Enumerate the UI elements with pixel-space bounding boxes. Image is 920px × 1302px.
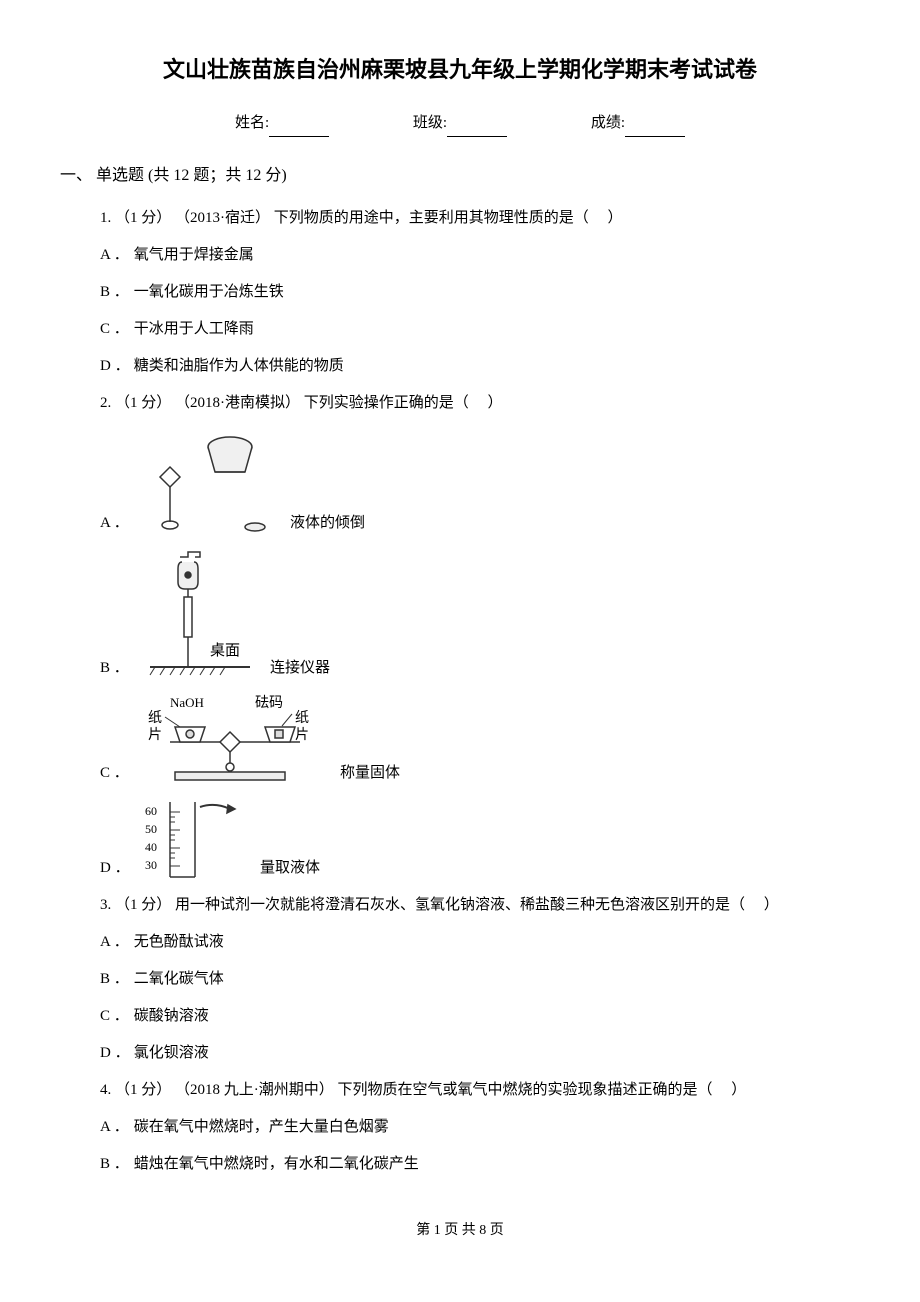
svg-text:纸: 纸 <box>295 710 309 726</box>
score-label: 成绩: <box>591 115 625 131</box>
question-1: 1. （1 分） （2013·宿迁） 下列物质的用途中，主要利用其物理性质的是（… <box>100 205 860 232</box>
q3-option-a-text: 无色酚酞试液 <box>134 934 224 950</box>
q4-option-b-text: 蜡烛在氧气中燃烧时，有水和二氧化碳产生 <box>134 1156 419 1172</box>
question-2: 2. （1 分） （2018·港南模拟） 下列实验操作正确的是（ ） <box>100 390 860 417</box>
q3-stem: 用一种试剂一次就能将澄清石灰水、氢氧化钠溶液、稀盐酸三种无色溶液区别开的是（ ） <box>175 897 779 913</box>
q3-num: 3. <box>100 897 111 913</box>
q4-option-b: B ． 蜡烛在氧气中燃烧时，有水和二氧化碳产生 <box>100 1151 860 1178</box>
q2-option-a-caption: 液体的倾倒 <box>290 510 365 537</box>
class-field: 班级: <box>413 110 507 137</box>
student-info-row: 姓名: 班级: 成绩: <box>60 110 860 137</box>
q2-diagram-d: 60 50 40 30 <box>140 797 250 882</box>
q3-option-d: D ． 氯化钡溶液 <box>100 1040 860 1067</box>
q1-stem: 下列物质的用途中，主要利用其物理性质的是（ ） <box>274 210 623 226</box>
q3-option-d-text: 氯化钡溶液 <box>134 1045 209 1061</box>
section-header: 一、 单选题 (共 12 题；共 12 分) <box>60 162 860 191</box>
page-footer: 第 1 页 共 8 页 <box>60 1218 860 1243</box>
svg-text:40: 40 <box>145 840 157 854</box>
question-3: 3. （1 分） 用一种试剂一次就能将澄清石灰水、氢氧化钠溶液、稀盐酸三种无色溶… <box>100 892 860 919</box>
name-blank <box>269 122 329 137</box>
q2-source: （2018·港南模拟） <box>175 395 300 411</box>
q1-option-a-label: A ． <box>100 242 130 269</box>
q3-option-a-label: A ． <box>100 929 130 956</box>
name-label: 姓名: <box>235 115 269 131</box>
q2-option-d-label: D ． <box>100 855 130 882</box>
q2-option-a-label: A ． <box>100 510 130 537</box>
q4-option-b-label: B ． <box>100 1151 130 1178</box>
q2-option-a: A ． 液体的倾倒 <box>100 427 860 537</box>
q3-option-b-text: 二氧化碳气体 <box>134 971 224 987</box>
q2-option-b-label: B ． <box>100 655 130 682</box>
q1-option-b-label: B ． <box>100 279 130 306</box>
q1-num: 1. <box>100 210 111 226</box>
q2-points: （1 分） <box>115 395 171 411</box>
q2-option-c-caption: 称量固体 <box>340 760 400 787</box>
svg-text:片: 片 <box>295 727 309 743</box>
q2-option-c-label: C ． <box>100 760 130 787</box>
q1-option-b: B ． 一氧化碳用于冶炼生铁 <box>100 279 860 306</box>
q2-diagram-a <box>140 427 280 537</box>
q4-source: （2018 九上·潮州期中） <box>175 1082 334 1098</box>
q4-option-a-text: 碳在氧气中燃烧时，产生大量白色烟雾 <box>134 1119 389 1135</box>
q1-option-a-text: 氧气用于焊接金属 <box>134 247 254 263</box>
class-label: 班级: <box>413 115 447 131</box>
q2-option-b: B ． <box>100 547 860 682</box>
q3-option-c-text: 碳酸钠溶液 <box>134 1008 209 1024</box>
svg-text:60: 60 <box>145 804 157 818</box>
q4-stem: 下列物质在空气或氧气中燃烧的实验现象描述正确的是（ ） <box>338 1082 747 1098</box>
q1-points: （1 分） <box>115 210 171 226</box>
q3-option-d-label: D ． <box>100 1040 130 1067</box>
svg-text:砝码: 砝码 <box>255 695 283 711</box>
q3-option-b: B ． 二氧化碳气体 <box>100 966 860 993</box>
q1-option-b-text: 一氧化碳用于冶炼生铁 <box>134 284 284 300</box>
score-blank <box>625 122 685 137</box>
q3-points: （1 分） <box>115 897 171 913</box>
class-blank <box>447 122 507 137</box>
question-4: 4. （1 分） （2018 九上·潮州期中） 下列物质在空气或氧气中燃烧的实验… <box>100 1077 860 1104</box>
q4-points: （1 分） <box>115 1082 171 1098</box>
q4-num: 4. <box>100 1082 111 1098</box>
q4-option-a-label: A ． <box>100 1114 130 1141</box>
q1-source: （2013·宿迁） <box>175 210 270 226</box>
q2-option-b-caption: 连接仪器 <box>270 655 330 682</box>
svg-text:片: 片 <box>148 727 162 743</box>
score-field: 成绩: <box>591 110 685 137</box>
q2-option-d-caption: 量取液体 <box>260 855 320 882</box>
svg-text:50: 50 <box>145 822 157 836</box>
q3-option-c: C ． 碳酸钠溶液 <box>100 1003 860 1030</box>
q2-stem: 下列实验操作正确的是（ ） <box>304 395 503 411</box>
name-field: 姓名: <box>235 110 329 137</box>
q1-option-d: D ． 糖类和油脂作为人体供能的物质 <box>100 353 860 380</box>
svg-text:NaOH: NaOH <box>170 695 204 710</box>
exam-title: 文山壮族苗族自治州麻栗坡县九年级上学期化学期末考试试卷 <box>60 50 860 90</box>
q1-option-d-text: 糖类和油脂作为人体供能的物质 <box>134 358 344 374</box>
q1-option-d-label: D ． <box>100 353 130 380</box>
q3-option-b-label: B ． <box>100 966 130 993</box>
q1-option-c: C ． 干冰用于人工降雨 <box>100 316 860 343</box>
q3-option-c-label: C ． <box>100 1003 130 1030</box>
q1-option-a: A ． 氧气用于焊接金属 <box>100 242 860 269</box>
q2-diagram-c: NaOH 砝码 纸 片 纸 片 <box>140 692 330 787</box>
q2-num: 2. <box>100 395 111 411</box>
svg-text:纸: 纸 <box>148 710 162 726</box>
q1-option-c-text: 干冰用于人工降雨 <box>134 321 254 337</box>
q2-diagram-b: 桌面 <box>140 547 260 682</box>
q2-option-c: C ． NaOH 砝码 纸 片 纸 片 <box>100 692 860 787</box>
q2-option-d: D ． <box>100 797 860 882</box>
svg-text:30: 30 <box>145 858 157 872</box>
q2b-label: 桌面 <box>210 642 240 659</box>
q4-option-a: A ． 碳在氧气中燃烧时，产生大量白色烟雾 <box>100 1114 860 1141</box>
q3-option-a: A ． 无色酚酞试液 <box>100 929 860 956</box>
q1-option-c-label: C ． <box>100 316 130 343</box>
